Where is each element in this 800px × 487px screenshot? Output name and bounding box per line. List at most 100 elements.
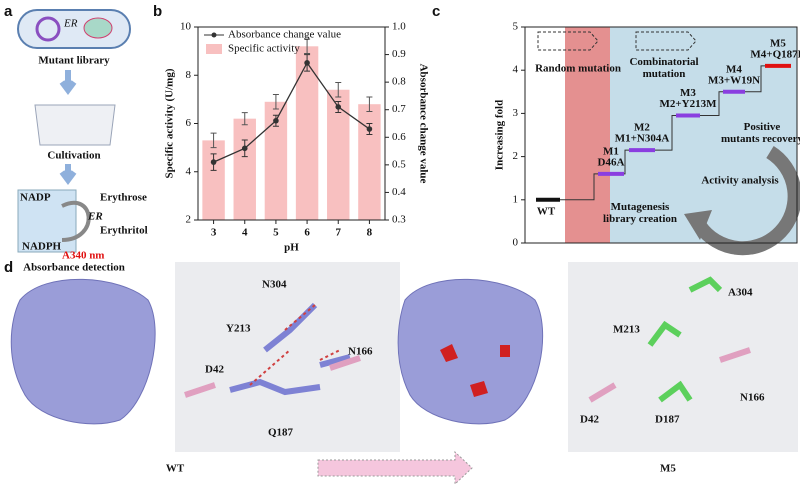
marker	[366, 126, 373, 132]
legend-label: Absorbance change value	[228, 29, 341, 41]
line	[213, 61, 370, 163]
annotation: Activity analysis	[701, 175, 779, 187]
arrow	[59, 164, 77, 185]
mutation-label: M2+Y213M	[660, 98, 718, 110]
x-tick-label: 8	[367, 227, 373, 239]
y-tick-label: 4	[513, 64, 519, 76]
plasmid-label: ER	[63, 18, 78, 30]
y-tick-label: 2	[513, 150, 519, 162]
step-connector	[624, 149, 629, 175]
step-connector	[560, 173, 598, 201]
mutation-label: D46A	[598, 156, 625, 168]
panel-label: c	[432, 3, 440, 20]
y2-tick-label: 0.6	[392, 131, 406, 143]
annotation: Positive mutants recovery	[721, 121, 800, 145]
variant-label: M5	[770, 37, 786, 49]
y-tick-label: 0	[513, 237, 519, 249]
variant-label: WT	[537, 205, 556, 217]
h-bonds	[249, 304, 341, 386]
residue: D42	[580, 414, 599, 426]
cofactor-out: NADPH	[22, 241, 62, 253]
variant-label: M3	[680, 87, 696, 99]
annotation: Combinatorial mutation	[629, 56, 698, 80]
x-tick-label: 6	[304, 227, 310, 239]
x-tick-label: 3	[211, 227, 217, 239]
bar	[233, 118, 256, 220]
random-region	[565, 27, 610, 243]
residue: D42	[205, 364, 224, 376]
wt-sticks	[229, 302, 351, 396]
error-bar	[210, 132, 217, 149]
step-label: Mutant library	[38, 55, 110, 67]
mutation-label: M1+N304A	[615, 133, 670, 145]
y2-tick-label: 0.8	[392, 76, 406, 88]
variant-label: M1	[603, 145, 619, 157]
combinatorial-region	[610, 27, 797, 243]
residue: N166	[740, 392, 765, 404]
y-tick-label: 6	[186, 117, 192, 129]
y2-tick-label: 0.5	[392, 158, 406, 170]
legend-label: Specific activity	[228, 43, 300, 55]
bar	[264, 101, 288, 220]
panel-a: ER Mutant library Cultivation NADP Eryth…	[17, 9, 148, 274]
bar	[327, 89, 350, 220]
marker	[273, 117, 279, 124]
mutation-label: M4+Q187D	[750, 48, 800, 60]
m5-sticks	[647, 276, 723, 403]
product: Erythritol	[100, 225, 148, 237]
y-tick-label: 8	[186, 69, 192, 81]
y2-tick-label: 0.7	[392, 103, 406, 115]
x-tick-label: 7	[336, 227, 342, 239]
reaction-arrow	[61, 200, 91, 242]
residue: D187	[655, 414, 680, 426]
marker	[335, 104, 342, 110]
dashed-arrow	[635, 31, 697, 51]
dashed-arrow	[537, 31, 599, 51]
x-tick-label: 5	[273, 227, 279, 239]
panel-label: a	[4, 3, 13, 20]
marker	[241, 145, 248, 152]
wt-pink-sticks	[184, 355, 361, 398]
y-tick-label: 4	[186, 165, 192, 177]
annotation: Random mutation	[535, 63, 621, 75]
y-axis-label: Specific activity (U/mg)	[164, 68, 176, 178]
residue: Q187	[268, 427, 294, 439]
transition-arrow	[317, 450, 473, 486]
panel-label: b	[153, 3, 162, 20]
legend-marker	[211, 32, 217, 38]
variant-label: M2	[634, 122, 650, 134]
y2-tick-label: 1.0	[392, 21, 406, 33]
error-bar	[335, 81, 342, 98]
enzyme: ER	[87, 211, 103, 223]
annotation: Mutagenesis library creation	[603, 201, 677, 225]
error-bar	[272, 94, 279, 110]
bar	[202, 140, 225, 220]
y2-tick-label: 0.9	[392, 48, 406, 60]
plasmid	[35, 16, 61, 42]
arrow	[59, 70, 77, 95]
y2-tick-label: 0.4	[392, 186, 406, 198]
panel-label: d	[4, 259, 13, 276]
x-axis-label: pH	[284, 242, 299, 254]
residue: Y213	[226, 323, 251, 335]
residue: N304	[262, 279, 287, 291]
caption: M5	[660, 463, 676, 475]
marker	[210, 159, 217, 165]
step-connector	[655, 115, 676, 151]
y-tick-label: 10	[180, 21, 192, 33]
step-connector	[700, 91, 723, 117]
residue: A304	[728, 287, 753, 299]
variant-label: M4	[726, 63, 742, 75]
y2-tick-label: 0.3	[392, 214, 406, 226]
m5-pink-sticks	[588, 347, 751, 403]
cofactor-in: NADP	[20, 192, 51, 204]
y-axis-label: Increasing fold	[494, 100, 506, 170]
residue: N166	[348, 346, 373, 358]
residue: M213	[613, 324, 640, 336]
bar	[295, 46, 319, 220]
y-tick-label: 1	[513, 193, 519, 205]
mutation-label: M3+W19N	[708, 74, 760, 86]
step-label: Cultivation	[47, 150, 100, 162]
y-tick-label: 5	[513, 21, 519, 33]
